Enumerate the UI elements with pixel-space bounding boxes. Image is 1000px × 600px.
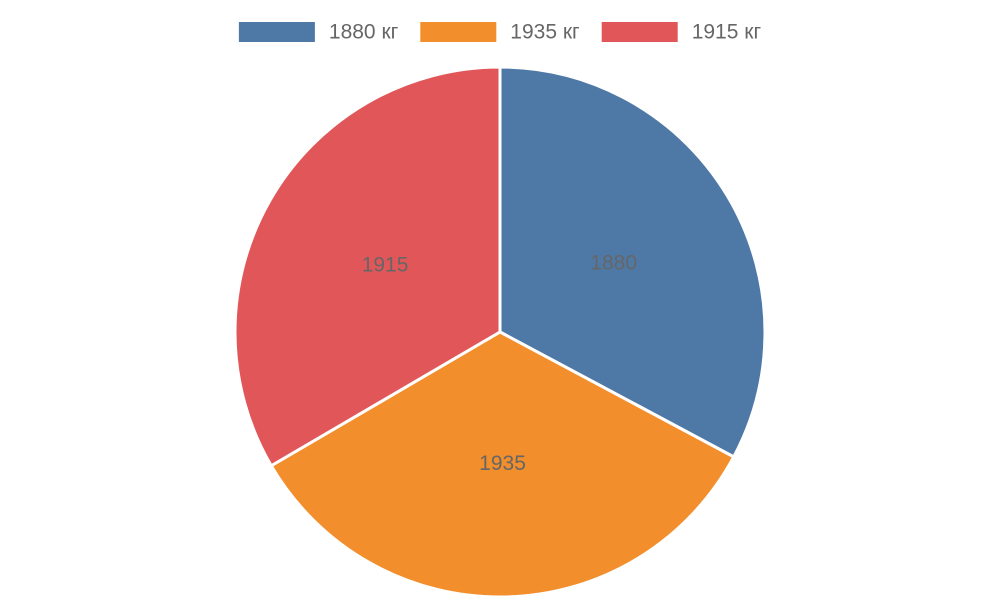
pie-slice <box>498 65 767 459</box>
data-label: 1915 <box>362 254 409 277</box>
legend-label: 1915 кг <box>692 21 762 44</box>
legend-swatch <box>420 22 497 42</box>
data-label: 1935 <box>479 452 526 475</box>
pie-slice <box>233 65 502 468</box>
data-label: 1880 <box>590 251 637 274</box>
legend-swatch <box>601 22 678 42</box>
legend-swatch <box>238 22 315 42</box>
legend-label: 1880 кг <box>329 21 399 44</box>
legend-label: 1935 кг <box>510 21 580 44</box>
